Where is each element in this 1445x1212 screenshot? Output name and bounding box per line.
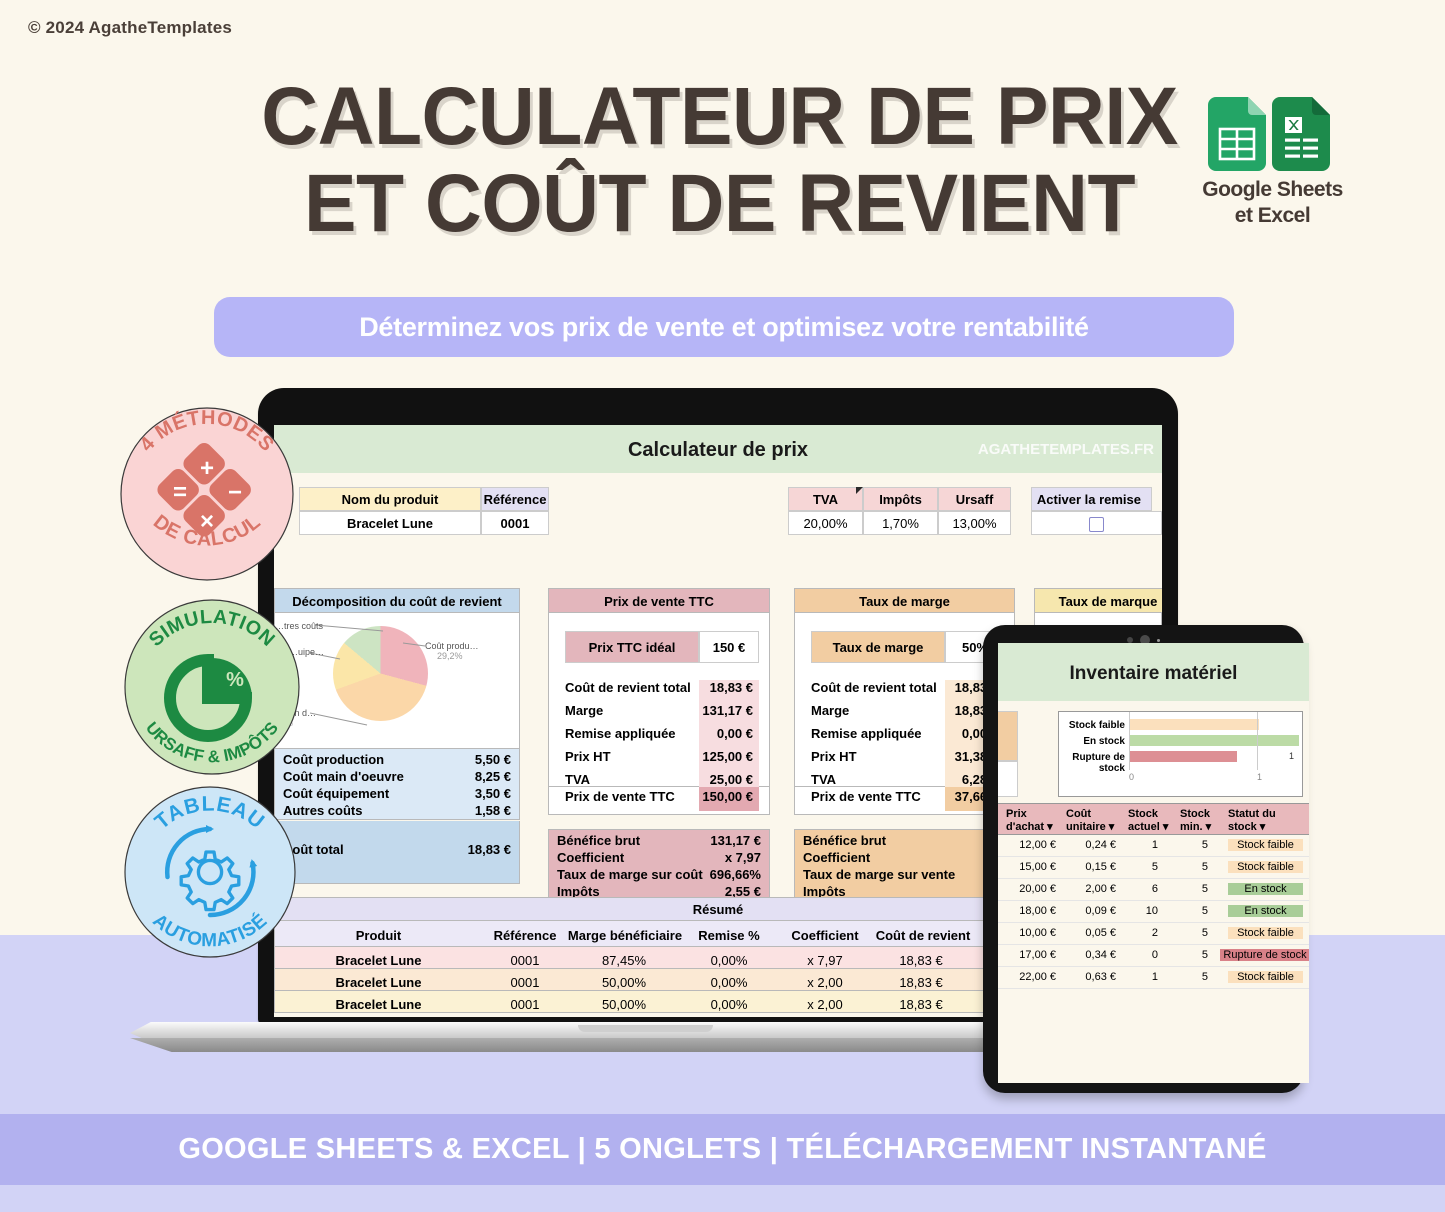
svg-text:+: + — [200, 455, 214, 482]
svg-text:%: % — [226, 669, 244, 691]
svg-text:×: × — [200, 508, 214, 535]
svg-text:=: = — [173, 479, 187, 506]
svg-text:−: − — [228, 479, 242, 506]
